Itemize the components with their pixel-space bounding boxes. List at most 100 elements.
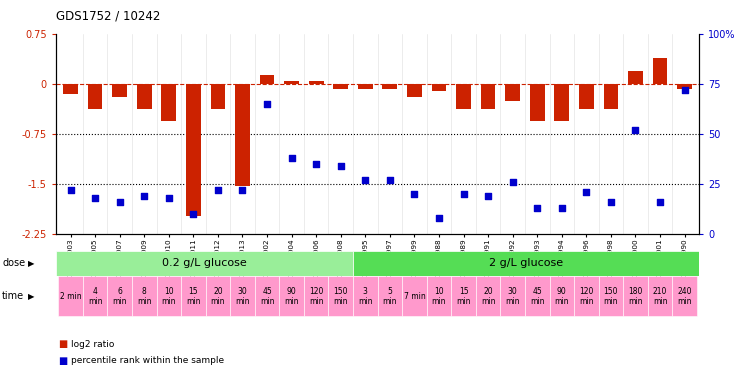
Bar	[407, 84, 422, 97]
Point	[679, 87, 690, 93]
Bar	[574, 276, 599, 316]
Point	[65, 187, 77, 193]
Bar	[260, 75, 275, 84]
Text: 20
min: 20 min	[211, 287, 225, 306]
Point	[310, 161, 322, 167]
Bar	[230, 276, 254, 316]
Bar	[112, 84, 127, 97]
Bar	[156, 276, 181, 316]
Point	[335, 163, 347, 169]
Point	[138, 193, 150, 199]
Point	[286, 155, 298, 161]
Bar	[254, 276, 279, 316]
Bar	[353, 251, 699, 276]
Text: 7 min: 7 min	[403, 292, 426, 301]
Text: 6
min: 6 min	[112, 287, 127, 306]
Bar	[211, 84, 225, 110]
Text: 3
min: 3 min	[358, 287, 373, 306]
Bar	[481, 84, 496, 110]
Point	[114, 199, 126, 205]
Bar	[505, 84, 520, 100]
Bar	[186, 84, 201, 216]
Text: ▶: ▶	[28, 259, 35, 268]
Bar	[603, 84, 618, 110]
Bar	[181, 276, 205, 316]
Point	[433, 215, 445, 221]
Text: log2 ratio: log2 ratio	[71, 340, 115, 349]
Text: percentile rank within the sample: percentile rank within the sample	[71, 356, 225, 365]
Bar	[88, 84, 103, 110]
Bar	[107, 276, 132, 316]
Text: 120
min: 120 min	[579, 287, 594, 306]
Text: 90
min: 90 min	[554, 287, 569, 306]
Text: dose: dose	[2, 258, 25, 268]
Text: time: time	[2, 291, 25, 301]
Bar	[83, 276, 107, 316]
Point	[408, 191, 420, 197]
Bar	[284, 81, 299, 84]
Bar	[652, 58, 667, 84]
Text: 0.2 g/L glucose: 0.2 g/L glucose	[162, 258, 247, 268]
Bar	[309, 81, 324, 84]
Point	[556, 205, 568, 211]
Bar	[58, 276, 83, 316]
Bar	[530, 84, 545, 121]
Point	[237, 187, 248, 193]
Bar	[382, 84, 397, 88]
Bar	[456, 84, 471, 110]
Point	[261, 101, 273, 107]
Point	[507, 179, 519, 185]
Text: 10
min: 10 min	[432, 287, 446, 306]
Text: ■: ■	[58, 356, 67, 366]
Text: 15
min: 15 min	[456, 287, 471, 306]
Bar	[673, 276, 697, 316]
Bar	[205, 276, 230, 316]
Text: 90
min: 90 min	[284, 287, 299, 306]
Text: 15
min: 15 min	[186, 287, 201, 306]
Text: 150
min: 150 min	[603, 287, 618, 306]
Bar	[501, 276, 525, 316]
Text: 45
min: 45 min	[530, 287, 545, 306]
Text: 30
min: 30 min	[505, 287, 520, 306]
Text: ■: ■	[58, 339, 67, 349]
Bar	[63, 84, 78, 94]
Point	[384, 177, 396, 183]
Point	[163, 195, 175, 201]
Bar	[623, 276, 648, 316]
Text: 20
min: 20 min	[481, 287, 496, 306]
Bar	[432, 84, 446, 91]
Text: 8
min: 8 min	[137, 287, 152, 306]
Bar	[427, 276, 452, 316]
Point	[359, 177, 371, 183]
Point	[458, 191, 469, 197]
Point	[629, 127, 641, 133]
Text: 150
min: 150 min	[333, 287, 348, 306]
Text: ▶: ▶	[28, 292, 35, 301]
Bar	[353, 276, 378, 316]
Bar	[333, 84, 348, 88]
Point	[654, 199, 666, 205]
Bar	[579, 84, 594, 110]
Bar	[677, 84, 692, 88]
Bar	[476, 276, 501, 316]
Point	[531, 205, 543, 211]
Bar	[137, 84, 152, 110]
Point	[89, 195, 101, 201]
Point	[212, 187, 224, 193]
Text: 5
min: 5 min	[382, 287, 397, 306]
Bar	[403, 276, 427, 316]
Point	[580, 189, 592, 195]
Bar	[599, 276, 623, 316]
Text: 2 g/L glucose: 2 g/L glucose	[489, 258, 563, 268]
Bar	[279, 276, 304, 316]
Point	[482, 193, 494, 199]
Bar	[452, 276, 476, 316]
Text: GDS1752 / 10242: GDS1752 / 10242	[56, 9, 160, 22]
Text: 30
min: 30 min	[235, 287, 250, 306]
Text: 240
min: 240 min	[677, 287, 692, 306]
Text: 120
min: 120 min	[309, 287, 324, 306]
Bar	[235, 84, 250, 186]
Text: 10
min: 10 min	[161, 287, 176, 306]
Text: 4
min: 4 min	[88, 287, 103, 306]
Text: 210
min: 210 min	[652, 287, 667, 306]
